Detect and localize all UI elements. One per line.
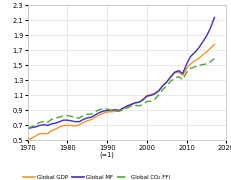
Legend: Global GDP, Global MF, Global CO₂ FFI: Global GDP, Global MF, Global CO₂ FFI [21, 173, 172, 180]
